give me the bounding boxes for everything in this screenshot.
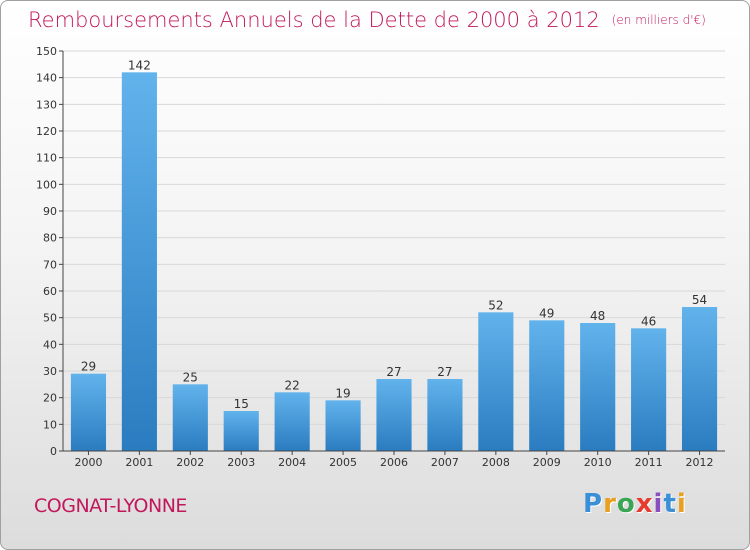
y-tick-label: 150 (36, 45, 57, 58)
bar-value-label: 48 (590, 309, 605, 323)
bar-value-label: 27 (386, 365, 401, 379)
chart-title: Remboursements Annuels de la Dette de 20… (28, 8, 706, 32)
bar-value-label: 15 (234, 397, 249, 411)
y-tick-label: 120 (36, 125, 57, 138)
bar (427, 379, 463, 451)
x-tick-label: 2010 (584, 456, 612, 469)
y-tick-label: 60 (43, 285, 57, 298)
bar-value-label: 27 (437, 365, 452, 379)
logo-letter: i (653, 489, 664, 519)
x-tick-label: 2000 (74, 456, 102, 469)
logo-letter: o (616, 489, 636, 519)
bar (70, 373, 107, 451)
bar (529, 320, 565, 451)
axes (59, 50, 725, 455)
bar-value-label: 22 (285, 378, 300, 392)
y-tick-label: 140 (36, 72, 57, 85)
y-tick-label: 130 (36, 98, 57, 111)
y-tick-label: 40 (43, 338, 57, 351)
y-tick-label: 30 (43, 365, 57, 378)
bar (478, 312, 514, 451)
logo-letter: P (583, 489, 604, 519)
y-tick-label: 50 (43, 312, 57, 325)
chart-unit: (en milliers d'€) (611, 13, 706, 27)
logo-letter: x (635, 489, 654, 519)
logo-letter: r (603, 489, 617, 519)
y-tick-label: 20 (43, 392, 57, 405)
bar (681, 307, 718, 451)
bar-value-label: 142 (128, 58, 151, 72)
x-tick-label: 2006 (380, 456, 408, 469)
x-tick-label: 2005 (329, 456, 357, 469)
bar (172, 384, 208, 451)
x-tick-label: 2007 (431, 456, 459, 469)
bar (580, 323, 616, 451)
logo-letter: t (663, 489, 677, 519)
bar-value-label: 19 (335, 386, 350, 400)
proxiti-logo: Proxiti (583, 489, 687, 519)
bar (376, 379, 412, 451)
bar (631, 328, 667, 451)
y-tick-label: 10 (43, 418, 57, 431)
bar (223, 411, 259, 451)
bars (70, 72, 718, 451)
y-tick-label: 110 (36, 152, 57, 165)
bar-value-label: 52 (488, 298, 503, 312)
x-tick-label: 2011 (635, 456, 663, 469)
x-tick-label: 2008 (482, 456, 510, 469)
x-tick-label: 2001 (125, 456, 153, 469)
bar-value-label: 46 (641, 314, 656, 328)
bar-value-label: 25 (183, 370, 198, 384)
x-tick-label: 2003 (227, 456, 255, 469)
labels: 0 10 20 30 40 50 60 70 80 90 100 110 120 130 140 150 29 2… (36, 45, 714, 469)
x-tick-label: 2002 (176, 456, 204, 469)
y-tick-label: 0 (50, 445, 57, 458)
bar (325, 400, 361, 451)
x-tick-label: 2012 (686, 456, 714, 469)
logo-letter: i (676, 489, 687, 519)
y-tick-label: 80 (43, 232, 57, 245)
x-tick-label: 2009 (533, 456, 561, 469)
y-tick-label: 100 (36, 178, 57, 191)
bar (121, 72, 157, 451)
bar-value-label: 29 (81, 360, 96, 374)
bar-value-label: 49 (539, 306, 554, 320)
bar-value-label: 54 (692, 293, 707, 307)
city-name: COGNAT-LYONNE (34, 495, 187, 517)
y-tick-label: 90 (43, 205, 57, 218)
x-tick-label: 2004 (278, 456, 306, 469)
bar (274, 392, 310, 451)
chart-title-text: Remboursements Annuels de la Dette de 20… (28, 8, 600, 32)
y-tick-label: 70 (43, 258, 57, 271)
